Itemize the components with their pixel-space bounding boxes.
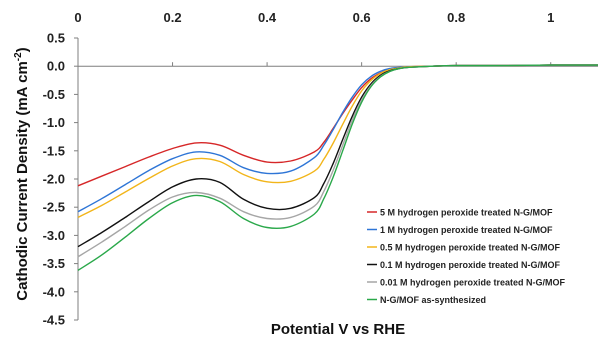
x-tick-label: 0.4 bbox=[258, 10, 277, 25]
y-tick-label: -2.5 bbox=[43, 200, 65, 215]
y-axis-title-superscript: -2 bbox=[13, 52, 24, 61]
y-axis-title: Cathodic Current Density (mA cm-2) bbox=[13, 47, 31, 300]
legend-label: 0.5 M hydrogen peroxide treated N-G/MOF bbox=[380, 243, 561, 253]
y-tick-label: -2.0 bbox=[43, 172, 65, 187]
x-axis-title: Potential V vs RHE bbox=[271, 321, 405, 338]
legend-label: 0.01 M hydrogen peroxide treated N-G/MOF bbox=[380, 278, 566, 288]
x-tick-label: 0.6 bbox=[353, 10, 371, 25]
y-tick-label: -4.5 bbox=[43, 313, 65, 328]
legend-label: 5 M hydrogen peroxide treated N-G/MOF bbox=[380, 208, 553, 218]
y-tick-label: -1.5 bbox=[43, 143, 65, 158]
series-layer bbox=[77, 64, 598, 271]
legend-label: N-G/MOF as-synthesized bbox=[380, 295, 486, 305]
series-line bbox=[77, 64, 598, 271]
y-tick-label: -3.5 bbox=[43, 256, 65, 271]
x-tick-label: 1 bbox=[547, 10, 554, 25]
x-tick-label: 0 bbox=[74, 10, 81, 25]
y-tick-label: -1.0 bbox=[43, 115, 65, 130]
y-tick-label: -4.0 bbox=[43, 284, 65, 299]
legend: 5 M hydrogen peroxide treated N-G/MOF 1 M… bbox=[367, 208, 566, 305]
y-tick-label: 0.5 bbox=[47, 31, 65, 46]
y-tick-label: -0.5 bbox=[43, 87, 65, 102]
legend-label: 0.1 M hydrogen peroxide treated N-G/MOF bbox=[380, 260, 561, 270]
x-tick-label: 0.8 bbox=[447, 10, 465, 25]
y-axis-title-close: ) bbox=[14, 47, 31, 52]
legend-label: 1 M hydrogen peroxide treated N-G/MOF bbox=[380, 225, 553, 235]
y-axis-title-main: Cathodic Current Density (mA cm bbox=[14, 61, 31, 300]
y-axis: 0.5 0.0 -0.5 -1.0 -1.5 -2.0 -2.5 -3.0 -3.5 -4.0 -4… bbox=[43, 31, 79, 328]
x-tick-label: 0.2 bbox=[164, 10, 182, 25]
y-tick-label: -3.0 bbox=[43, 228, 65, 243]
y-tick-label: 0.0 bbox=[47, 59, 65, 74]
